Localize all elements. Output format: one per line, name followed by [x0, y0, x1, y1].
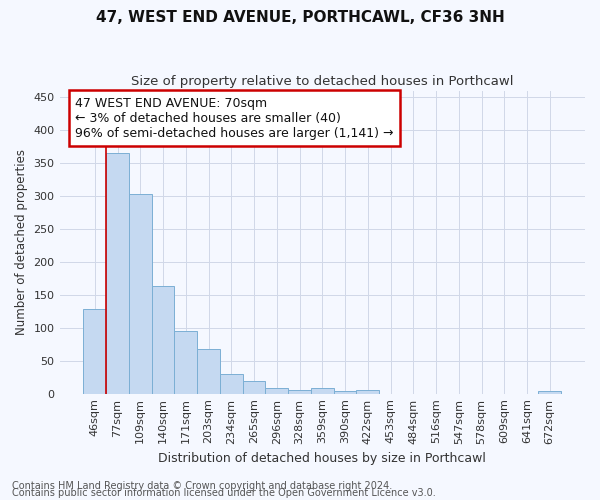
Bar	[220, 374, 242, 394]
Bar	[129, 194, 152, 394]
Text: Contains HM Land Registry data © Crown copyright and database right 2024.: Contains HM Land Registry data © Crown c…	[12, 481, 392, 491]
Bar	[242, 381, 265, 394]
Bar	[356, 390, 379, 394]
Bar	[175, 331, 197, 394]
Bar	[152, 286, 175, 394]
Bar	[197, 349, 220, 394]
Bar	[288, 390, 311, 394]
X-axis label: Distribution of detached houses by size in Porthcawl: Distribution of detached houses by size …	[158, 452, 486, 465]
Bar	[106, 153, 129, 394]
Text: 47 WEST END AVENUE: 70sqm
← 3% of detached houses are smaller (40)
96% of semi-d: 47 WEST END AVENUE: 70sqm ← 3% of detach…	[76, 96, 394, 140]
Y-axis label: Number of detached properties: Number of detached properties	[15, 149, 28, 335]
Title: Size of property relative to detached houses in Porthcawl: Size of property relative to detached ho…	[131, 75, 514, 88]
Text: 47, WEST END AVENUE, PORTHCAWL, CF36 3NH: 47, WEST END AVENUE, PORTHCAWL, CF36 3NH	[95, 10, 505, 25]
Bar	[265, 388, 288, 394]
Text: Contains public sector information licensed under the Open Government Licence v3: Contains public sector information licen…	[12, 488, 436, 498]
Bar	[538, 391, 561, 394]
Bar	[334, 391, 356, 394]
Bar	[311, 388, 334, 394]
Bar	[83, 310, 106, 394]
